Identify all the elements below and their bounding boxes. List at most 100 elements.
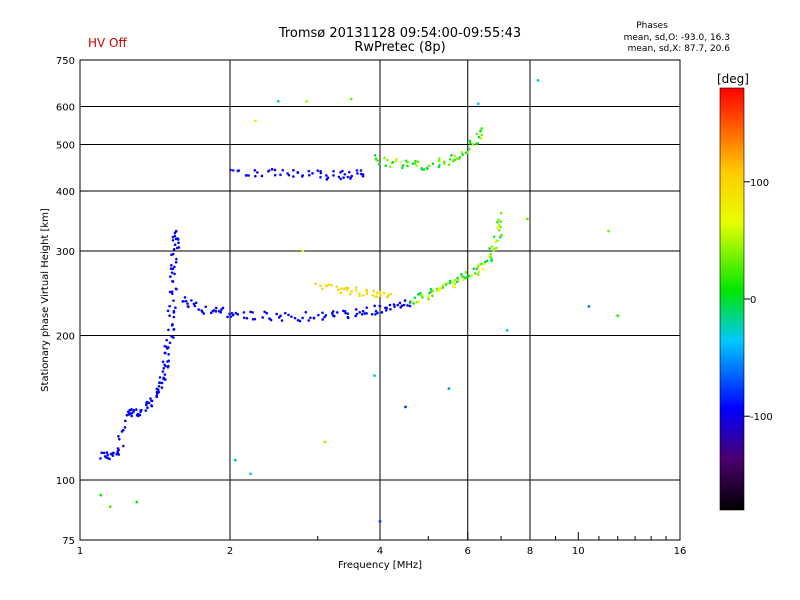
data-point bbox=[401, 166, 404, 170]
data-point bbox=[200, 309, 203, 312]
x-tick-label: 10 bbox=[572, 546, 585, 557]
data-point bbox=[307, 169, 311, 173]
data-point bbox=[492, 235, 496, 239]
data-point bbox=[477, 135, 481, 139]
data-point bbox=[480, 262, 483, 266]
data-point bbox=[231, 313, 235, 317]
data-point bbox=[384, 164, 388, 168]
data-point bbox=[309, 316, 312, 320]
data-point bbox=[168, 341, 172, 345]
data-point bbox=[164, 345, 168, 348]
data-point bbox=[497, 223, 501, 227]
data-point bbox=[436, 288, 439, 292]
data-point bbox=[172, 327, 176, 331]
data-point bbox=[171, 235, 175, 239]
data-point bbox=[484, 260, 487, 264]
data-point bbox=[193, 304, 197, 308]
data-point bbox=[301, 249, 305, 253]
data-point bbox=[525, 217, 529, 221]
y-tick-label: 600 bbox=[56, 103, 75, 114]
data-point bbox=[489, 252, 493, 256]
data-point bbox=[172, 336, 175, 339]
data-point bbox=[489, 255, 493, 259]
data-point bbox=[161, 360, 165, 364]
data-point bbox=[335, 285, 339, 288]
data-point bbox=[443, 162, 446, 166]
data-point bbox=[324, 314, 328, 317]
data-point bbox=[335, 311, 339, 314]
data-point bbox=[247, 174, 250, 177]
data-point bbox=[359, 172, 363, 176]
y-tick-label: 200 bbox=[56, 332, 75, 343]
data-point bbox=[183, 296, 187, 299]
data-point bbox=[176, 237, 180, 241]
data-point bbox=[325, 284, 328, 288]
data-point bbox=[465, 150, 469, 154]
data-point bbox=[413, 296, 417, 299]
data-point bbox=[174, 260, 178, 264]
y-tick-label: 400 bbox=[56, 187, 75, 198]
data-point bbox=[447, 163, 451, 166]
data-point bbox=[160, 381, 164, 385]
data-point bbox=[182, 300, 185, 303]
data-point bbox=[499, 225, 502, 229]
data-point bbox=[350, 174, 354, 178]
data-point bbox=[122, 444, 125, 448]
data-point bbox=[495, 226, 499, 230]
data-point bbox=[404, 405, 407, 409]
data-point bbox=[231, 169, 235, 172]
data-point bbox=[476, 102, 480, 106]
data-point bbox=[330, 283, 333, 287]
data-point bbox=[346, 175, 350, 179]
data-point bbox=[477, 270, 481, 274]
data-point bbox=[108, 505, 112, 509]
data-point bbox=[431, 162, 435, 166]
data-point bbox=[314, 282, 317, 286]
data-point bbox=[499, 211, 503, 215]
data-point bbox=[437, 159, 441, 163]
data-point bbox=[321, 287, 324, 291]
data-point bbox=[173, 265, 176, 269]
data-point bbox=[473, 272, 477, 275]
data-point bbox=[339, 170, 342, 174]
data-point bbox=[453, 154, 457, 158]
data-point bbox=[476, 265, 480, 269]
data-point bbox=[371, 294, 375, 297]
data-point bbox=[332, 169, 335, 173]
data-point bbox=[319, 284, 322, 288]
x-tick-label: 6 bbox=[465, 546, 471, 557]
data-point bbox=[312, 316, 316, 320]
data-point bbox=[147, 401, 151, 405]
data-point bbox=[438, 163, 441, 167]
data-point bbox=[375, 291, 379, 295]
data-point bbox=[293, 316, 297, 320]
data-point bbox=[220, 308, 223, 311]
data-point bbox=[261, 316, 264, 319]
data-point bbox=[361, 173, 365, 176]
data-point bbox=[226, 315, 229, 319]
data-point bbox=[378, 519, 382, 523]
data-point bbox=[155, 390, 159, 394]
data-point bbox=[378, 290, 382, 294]
data-point bbox=[168, 314, 171, 317]
data-point bbox=[111, 454, 115, 457]
data-point bbox=[184, 299, 188, 303]
data-point bbox=[130, 414, 133, 418]
data-point bbox=[273, 168, 277, 172]
data-point bbox=[166, 309, 170, 313]
data-point bbox=[130, 411, 134, 415]
data-point bbox=[265, 311, 269, 315]
colorbar-tick-label: -100 bbox=[750, 412, 773, 423]
data-point bbox=[378, 304, 382, 308]
data-point bbox=[354, 289, 358, 292]
data-point bbox=[361, 309, 365, 313]
data-point bbox=[429, 290, 433, 293]
data-point bbox=[126, 410, 130, 414]
data-point bbox=[292, 175, 295, 178]
x-tick-label: 16 bbox=[674, 546, 687, 557]
y-axis-label: Stationary phase Virtual Height [km] bbox=[40, 208, 51, 392]
data-point bbox=[382, 291, 386, 295]
data-point bbox=[441, 286, 445, 289]
data-point bbox=[337, 288, 340, 292]
data-point bbox=[171, 252, 175, 256]
